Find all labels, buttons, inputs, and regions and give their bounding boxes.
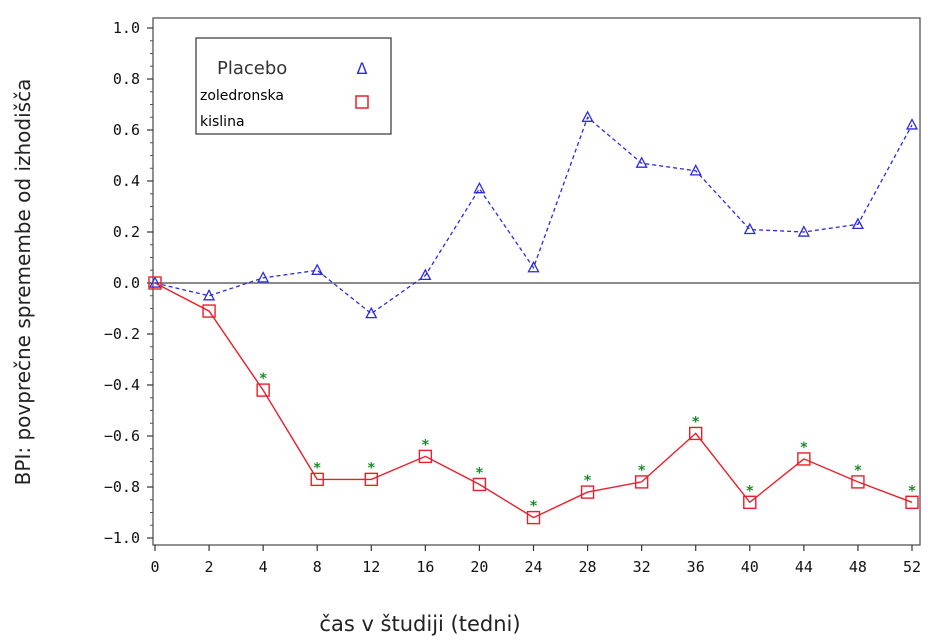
significance-marker: * xyxy=(368,460,376,476)
y-tick-label: −0.8 xyxy=(104,478,140,496)
significance-marker: * xyxy=(692,414,700,430)
legend-label-placebo: Placebo xyxy=(217,58,287,79)
x-tick-label: 40 xyxy=(741,558,759,576)
x-tick-label: 0 xyxy=(150,558,159,576)
y-tick-label: 0.8 xyxy=(113,70,140,88)
significance-marker: * xyxy=(530,499,538,515)
placebo-point xyxy=(419,268,432,281)
series-layer: * * * * * * * * * * * * * xyxy=(148,110,919,525)
placebo-point xyxy=(743,222,756,235)
series-line-zoledronic xyxy=(154,282,913,519)
zoledronic-point xyxy=(851,475,865,489)
x-tick-label: 2 xyxy=(205,558,214,576)
placebo-point xyxy=(689,164,702,176)
legend-box xyxy=(195,37,392,135)
x-tick-label: 44 xyxy=(795,558,813,576)
placebo-point xyxy=(905,118,919,130)
y-tick-label: −0.2 xyxy=(104,325,140,343)
placebo-point xyxy=(148,276,162,288)
placebo-point xyxy=(202,288,216,301)
y-tick-label: 1.0 xyxy=(113,19,140,37)
zoledronic-point xyxy=(364,472,378,487)
placebo-point xyxy=(635,156,648,168)
placebo-point xyxy=(851,217,865,230)
placebo-point xyxy=(257,271,270,283)
legend-marker-placebo-triangle-icon: Δ xyxy=(357,59,368,78)
x-tick-label: 20 xyxy=(470,558,488,576)
y-tick-label: −1.0 xyxy=(104,529,140,547)
zoledronic-point xyxy=(472,477,487,492)
placebo-point xyxy=(365,306,378,319)
significance-marker: * xyxy=(908,483,916,499)
significance-marker: * xyxy=(314,460,322,476)
x-tick-label: 32 xyxy=(633,558,651,576)
zoledronic-point xyxy=(634,475,649,489)
y-tick-label: 0.2 xyxy=(113,223,140,241)
x-tick-label: 52 xyxy=(903,558,921,576)
x-tick-label: 28 xyxy=(579,558,597,576)
axis-layer: 1.0 0.8 0.6 0.4 0.2 0.0 −0.2 −0.4 −0.6 −0.8 −1.0 0 2… xyxy=(104,19,921,576)
zoledronic-point xyxy=(526,510,541,525)
zoledronic-point xyxy=(905,495,919,509)
significance-marker: * xyxy=(476,465,484,481)
series-line-placebo xyxy=(154,116,913,315)
significance-marker: * xyxy=(638,463,646,479)
x-axis-label: čas v študiji (tedni) xyxy=(319,612,520,636)
zoledronic-point xyxy=(256,383,270,397)
x-tick-label: 4 xyxy=(259,558,268,576)
placebo-point xyxy=(311,263,324,275)
placebo-point xyxy=(527,260,540,273)
y-tick-label: 0.6 xyxy=(113,121,140,139)
zoledronic-point xyxy=(580,485,595,499)
zoledronic-point xyxy=(418,449,433,464)
y-tick-label: −0.6 xyxy=(104,427,140,445)
significance-marker: * xyxy=(584,473,592,489)
y-tick-label: 0.0 xyxy=(113,274,140,292)
x-tick-label: 36 xyxy=(687,558,705,576)
x-tick-label: 8 xyxy=(313,558,322,576)
zoledronic-point xyxy=(797,452,811,466)
x-tick-label: 16 xyxy=(416,558,434,576)
x-tick-label: 12 xyxy=(362,558,380,576)
y-tick-label: 0.4 xyxy=(113,172,140,190)
zoledronic-point xyxy=(689,426,703,441)
significance-marker: * xyxy=(800,440,808,456)
significance-marker: * xyxy=(422,437,430,453)
zoledronic-point xyxy=(310,472,324,487)
legend-label-zoledronic-line1: zoledronska xyxy=(200,88,284,104)
y-tick-label: −0.4 xyxy=(104,376,140,394)
placebo-point xyxy=(473,181,486,194)
legend-marker-zoledronic-square-icon xyxy=(355,95,369,109)
placebo-point xyxy=(581,110,594,122)
zoledronic-point xyxy=(202,304,216,318)
zoledronic-point xyxy=(743,495,757,509)
placebo-point xyxy=(797,225,810,237)
significance-marker: * xyxy=(746,483,754,499)
x-tick-label: 24 xyxy=(524,558,542,576)
legend-label-zoledronic-line2: kislina xyxy=(200,114,245,130)
x-tick-label: 48 xyxy=(849,558,867,576)
y-axis-label: BPI: povprečne spremembe od izhodišča xyxy=(11,79,35,486)
significance-marker: * xyxy=(854,463,862,479)
zoledronic-point xyxy=(148,276,162,290)
significance-marker: * xyxy=(259,371,267,387)
